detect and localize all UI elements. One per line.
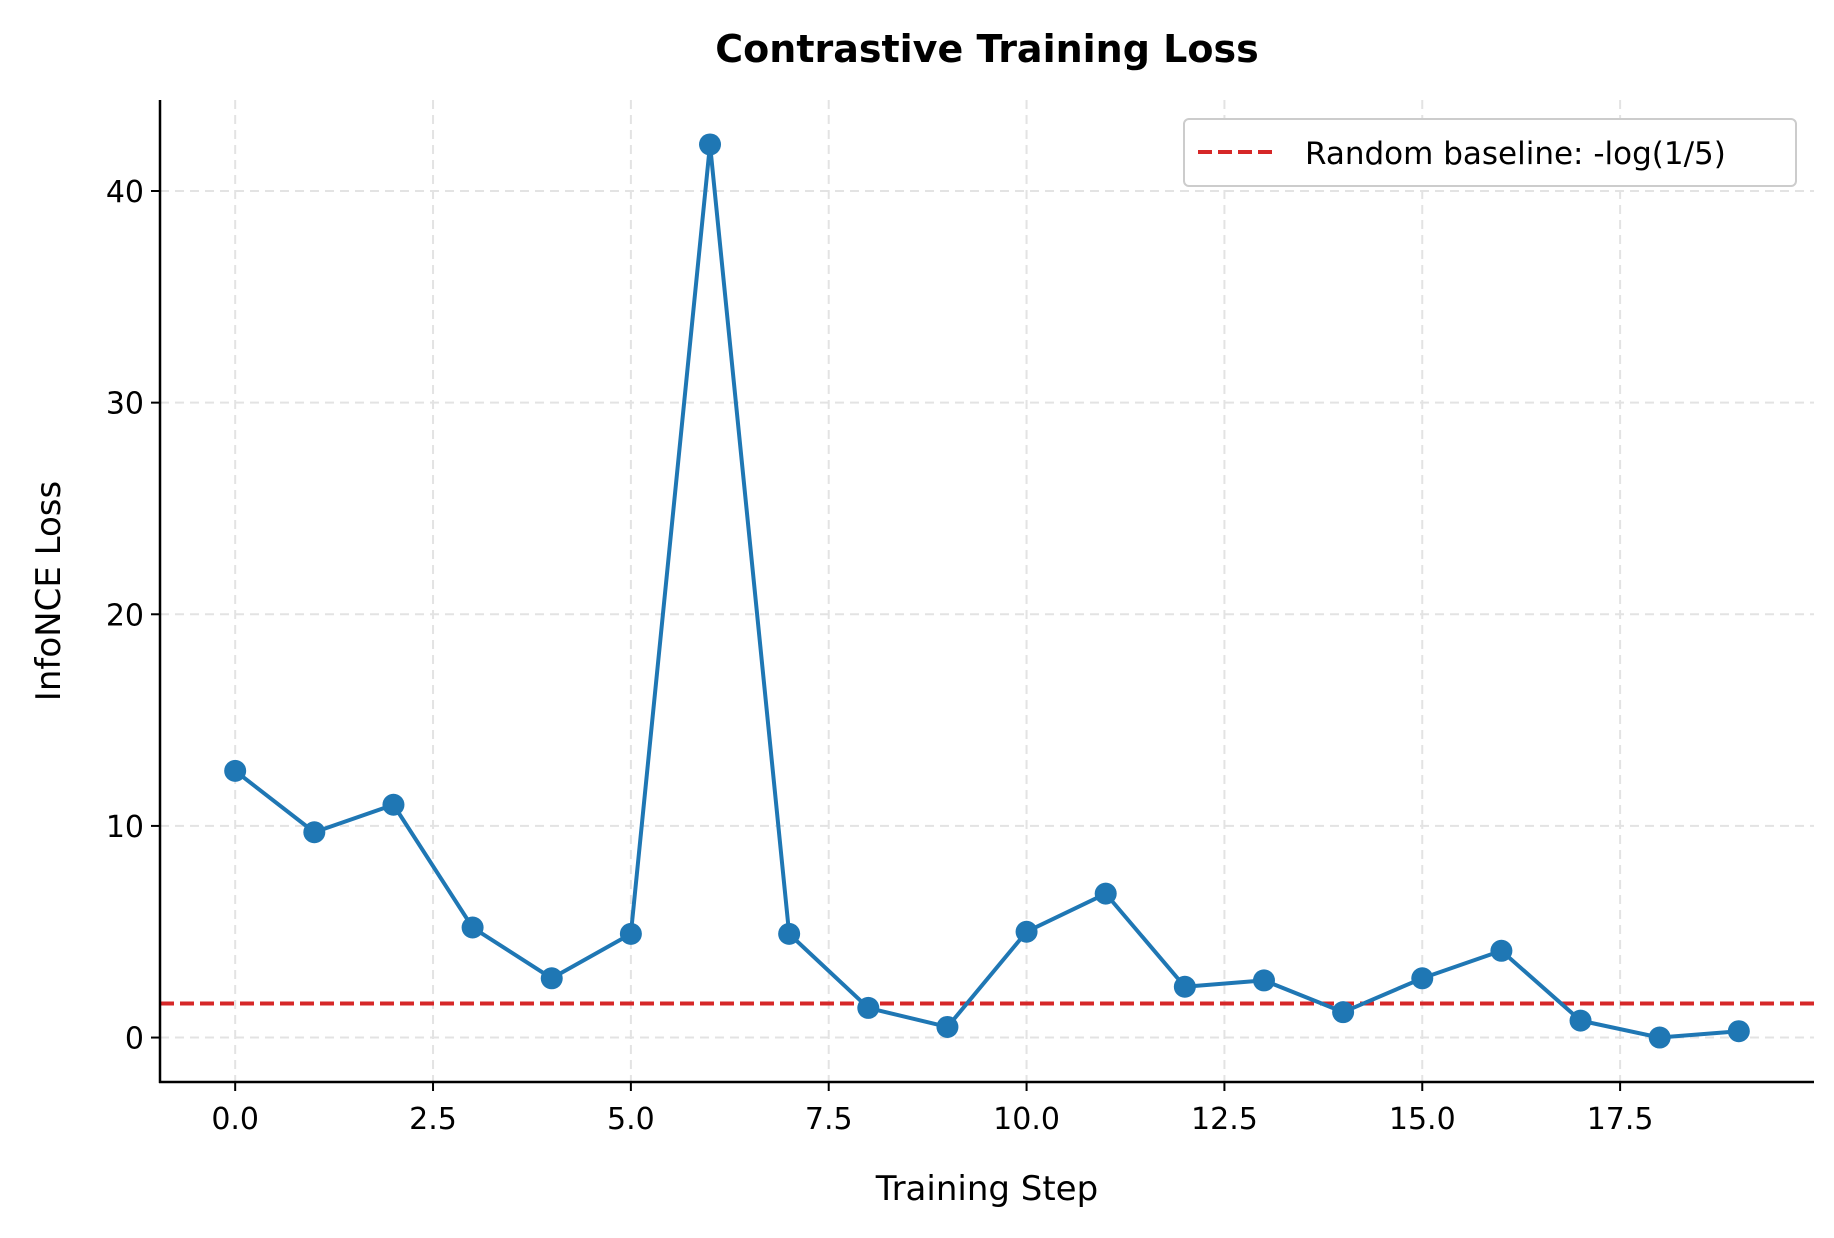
data-point: [778, 922, 801, 945]
data-point: [1411, 967, 1434, 990]
data-point: [303, 821, 326, 844]
data-point: [1332, 1001, 1355, 1024]
x-tick-label: 17.5: [1587, 1102, 1654, 1137]
x-tick-label: 7.5: [805, 1102, 853, 1137]
x-tick-label: 15.0: [1389, 1102, 1456, 1137]
x-tick-label: 10.0: [993, 1102, 1060, 1137]
data-point: [224, 759, 247, 782]
y-tick-label: 30: [106, 387, 144, 422]
data-point: [1569, 1009, 1592, 1032]
data-point: [1490, 939, 1513, 962]
data-point: [619, 922, 642, 945]
x-tick-label: 2.5: [409, 1102, 457, 1137]
data-point: [1094, 882, 1117, 905]
data-point: [461, 916, 484, 939]
data-point: [382, 793, 405, 816]
loss-line: [233, 142, 1739, 1040]
data-point: [1648, 1026, 1671, 1049]
data-point: [1252, 969, 1275, 992]
y-tick-label: 10: [106, 810, 144, 845]
data-point: [1727, 1020, 1750, 1043]
series: [224, 133, 1750, 1049]
data-point: [540, 967, 563, 990]
data-point: [857, 996, 880, 1019]
legend-label: Random baseline: -log(1/5): [1305, 136, 1726, 172]
x-axis-label: Training Step: [875, 1169, 1098, 1209]
x-tick-label: 5.0: [607, 1102, 655, 1137]
axes: [158, 100, 1814, 1084]
y-tick-label: 0: [125, 1022, 144, 1057]
y-axis-label: InfoNCE Loss: [29, 481, 69, 701]
data-point: [1173, 975, 1196, 998]
x-tick-label: 0.0: [211, 1102, 259, 1137]
legend-box: [1183, 118, 1797, 187]
legend: Random baseline: -log(1/5): [1183, 118, 1797, 187]
ticks: 0.0 2.5 5.0 7.5 10.0 12.5 15.0 17.5 0 10 20 30 40: [106, 175, 1654, 1137]
y-tick-label: 40: [106, 175, 144, 210]
grid: [160, 100, 1814, 1082]
data-point: [1015, 920, 1038, 943]
data-point: [936, 1015, 959, 1038]
x-tick-label: 12.5: [1191, 1102, 1258, 1137]
data-point: [699, 133, 722, 156]
chart-title: Contrastive Training Loss: [715, 27, 1258, 71]
y-tick-label: 20: [106, 598, 144, 633]
